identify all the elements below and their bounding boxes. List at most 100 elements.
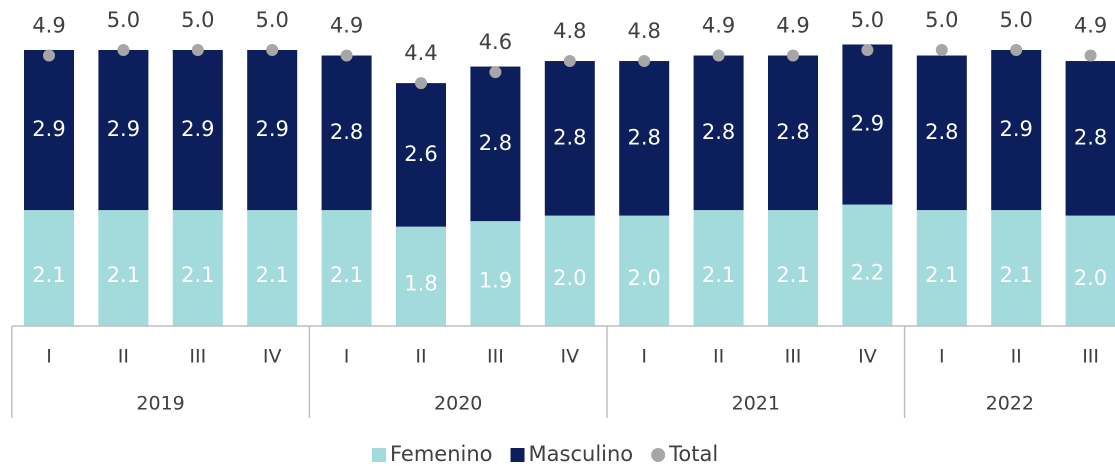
bar-segment: [768, 55, 818, 211]
total-label: 4.4: [404, 41, 437, 65]
x-tick-label: II: [1011, 346, 1022, 368]
total-label: 5.0: [255, 8, 288, 32]
data-label: 2.1: [999, 263, 1032, 287]
group-label: 2022: [986, 393, 1034, 415]
x-tick-label: IV: [263, 346, 282, 368]
group-label: 2019: [136, 393, 184, 415]
total-label: 4.8: [627, 19, 660, 43]
x-tick-label: III: [785, 346, 802, 368]
data-label: 2.1: [776, 263, 809, 287]
bar-segment: [991, 210, 1042, 326]
total-label: 4.9: [330, 14, 363, 38]
bar-segment: [693, 55, 744, 211]
data-label: 2.2: [851, 260, 884, 284]
x-tick-label: II: [713, 346, 724, 368]
group-label: 2020: [434, 393, 482, 415]
data-label: 2.1: [181, 263, 214, 287]
x-tick-label: I: [46, 346, 52, 368]
x-tick-label: I: [344, 346, 350, 368]
x-tick-label: III: [189, 346, 206, 368]
data-label: 2.0: [1074, 266, 1107, 290]
bar-segment: [619, 215, 670, 326]
total-dot: [266, 44, 279, 56]
total-dot: [489, 66, 502, 79]
total-label: 5.0: [851, 8, 884, 32]
data-label: 2.9: [255, 117, 288, 141]
total-dot: [712, 49, 725, 62]
data-label: 2.9: [851, 112, 884, 136]
legend-marker: [651, 448, 666, 462]
bar-segment: [842, 204, 893, 326]
bar-segment: [544, 215, 595, 326]
total-label: 4.9: [32, 14, 65, 38]
bar-segment: [693, 210, 744, 326]
data-label: 2.8: [330, 120, 363, 144]
bar-segment: [321, 55, 372, 211]
total-dot: [415, 77, 427, 90]
bar-segment: [98, 210, 149, 326]
total-dot: [340, 49, 353, 62]
legend-marker: [372, 448, 386, 462]
data-label: 2.1: [925, 263, 958, 287]
bar-segment: [916, 55, 967, 211]
bar-segment: [396, 226, 446, 326]
group-label: 2021: [732, 393, 780, 415]
x-tick-label: III: [1082, 346, 1099, 368]
data-label: 2.9: [107, 117, 140, 141]
bar-segment: [991, 50, 1042, 211]
total-dot: [861, 44, 874, 56]
data-label: 2.1: [255, 263, 288, 287]
bar-segment: [396, 83, 446, 227]
data-label: 2.8: [776, 120, 809, 144]
data-label: 2.8: [702, 120, 735, 144]
x-tick-label: III: [487, 346, 504, 368]
legend-label: Masculino: [529, 442, 634, 466]
bar-segment: [619, 61, 670, 216]
total-dot: [935, 44, 948, 56]
total-label: 5.0: [107, 8, 140, 32]
data-label: 2.9: [181, 117, 214, 141]
data-label: 2.8: [627, 125, 660, 149]
data-label: 1.8: [404, 271, 437, 295]
legend-label: Total: [668, 442, 718, 466]
bar-segment: [1065, 61, 1115, 216]
bar-segment: [842, 44, 893, 205]
x-tick-label: IV: [858, 346, 877, 368]
total-dot: [43, 49, 55, 62]
total-label: 4.9: [776, 14, 809, 38]
bar-segment: [916, 210, 967, 326]
bar-segment: [470, 66, 521, 222]
data-label: 2.1: [107, 263, 140, 287]
data-label: 2.1: [32, 263, 65, 287]
total-dot: [1010, 44, 1023, 56]
data-label: 2.0: [627, 266, 660, 290]
legend-label: Femenino: [390, 442, 493, 466]
bar-segment: [247, 210, 298, 326]
bar-segment: [24, 50, 74, 211]
bar-segment: [172, 50, 223, 211]
total-label: 4.9: [1074, 14, 1107, 38]
data-label: 2.9: [32, 117, 65, 141]
data-label: 1.9: [479, 269, 512, 293]
data-label: 2.6: [404, 142, 437, 166]
data-label: 2.9: [999, 117, 1032, 141]
total-dot: [563, 55, 576, 68]
bar-segment: [470, 221, 521, 326]
total-label: 5.0: [181, 8, 214, 32]
data-label: 2.8: [553, 125, 586, 149]
data-label: 2.8: [1074, 125, 1107, 149]
x-tick-label: II: [415, 346, 426, 368]
bar-segment: [172, 210, 223, 326]
total-label: 4.9: [702, 14, 735, 38]
bar-segment: [1065, 215, 1115, 326]
x-tick-label: II: [118, 346, 129, 368]
data-label: 2.8: [925, 120, 958, 144]
bar-segment: [24, 210, 74, 326]
total-dot: [117, 44, 130, 56]
bar-segment: [247, 50, 298, 211]
total-label: 5.0: [999, 8, 1032, 32]
total-dot: [1084, 49, 1097, 62]
legend-marker: [510, 448, 525, 462]
x-tick-label: I: [939, 346, 945, 368]
